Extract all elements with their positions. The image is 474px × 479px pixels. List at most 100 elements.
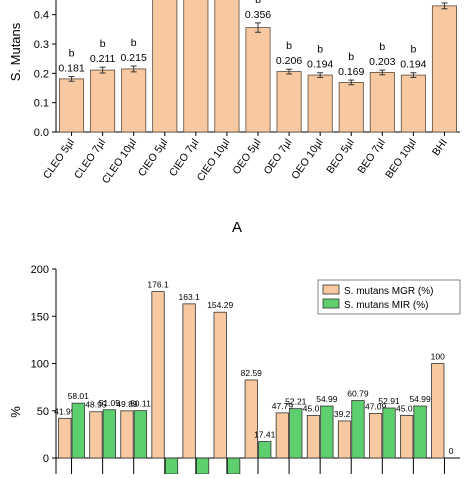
- bar: [400, 74, 426, 133]
- significance-letter: b: [379, 41, 385, 53]
- x-tick-label: CIEO 5µl: [136, 137, 170, 179]
- bar: [213, 311, 227, 459]
- bar: [227, 457, 241, 475]
- bar: [431, 363, 445, 459]
- data-label: 54.99: [316, 394, 338, 404]
- data-label: 58.01: [68, 391, 90, 401]
- bar: [121, 68, 147, 133]
- bar: [413, 405, 427, 459]
- bar: [431, 5, 457, 133]
- bar: [195, 457, 210, 475]
- significance-letter: b: [410, 44, 416, 56]
- y-tick-label: 0.2: [34, 68, 49, 80]
- bar: [258, 441, 272, 459]
- significance-letter: b: [100, 38, 106, 50]
- bar: [59, 78, 85, 133]
- data-label: 0.203: [369, 56, 395, 68]
- bar: [133, 410, 148, 459]
- x-tick-label: CIEO 7µl: [167, 137, 201, 179]
- bar: [338, 82, 364, 133]
- data-label: 0.356: [245, 9, 271, 21]
- significance-letter: b: [317, 44, 323, 56]
- data-label: 52.21: [285, 397, 307, 407]
- bar: [368, 413, 383, 459]
- bar: [369, 72, 395, 133]
- data-label: 100: [431, 352, 445, 362]
- bar: [152, 0, 178, 133]
- bar: [89, 411, 103, 459]
- y-tick-label: 50: [37, 406, 49, 418]
- x-tick-label: BEO 7µl: [355, 137, 387, 176]
- data-label: 0.169: [338, 66, 364, 78]
- significance-letter: b: [131, 37, 137, 49]
- y-tick-label: 0.1: [34, 98, 49, 110]
- bar: [183, 0, 209, 133]
- significance-letter: b: [69, 48, 75, 60]
- data-label: 154.29: [207, 300, 233, 310]
- data-label: 163.1: [178, 292, 200, 302]
- x-tick-label: BEO 10µl: [383, 137, 419, 181]
- bar: [276, 71, 302, 133]
- panel-letter: A: [232, 219, 242, 236]
- bar: [245, 27, 271, 133]
- y-tick-label: 0.4: [34, 10, 49, 22]
- data-label: 0.194: [307, 59, 333, 71]
- bar: [289, 408, 303, 459]
- y-tick-label: 0.0: [34, 127, 49, 139]
- data-label: 0.206: [276, 55, 302, 67]
- data-label: 52.91: [378, 396, 400, 406]
- bar: [71, 402, 85, 459]
- data-label: 39.21: [334, 409, 356, 419]
- data-label: 82.59: [241, 368, 263, 378]
- y-axis-label: S. Mutans: [8, 22, 23, 81]
- legend-label: S. mutans MGR (%): [344, 286, 433, 297]
- data-label: 47.09: [365, 401, 387, 411]
- data-label: 51.05: [99, 398, 121, 408]
- data-label: 41.99: [54, 406, 76, 416]
- data-label: 0.181: [58, 63, 84, 75]
- bar: [58, 417, 72, 459]
- y-axis-label: %: [8, 406, 23, 418]
- bar: [120, 410, 134, 459]
- bar: [102, 409, 116, 459]
- bar: [90, 69, 116, 133]
- bar: [275, 412, 289, 459]
- bar: [351, 400, 365, 459]
- significance-letter: b: [255, 0, 261, 6]
- data-label: 48.95: [85, 400, 107, 410]
- legend-label: S. mutans MIR (%): [344, 300, 428, 311]
- bar: [182, 303, 196, 459]
- y-tick-label: 0.3: [34, 39, 49, 51]
- x-tick-label: OEO 7µl: [261, 137, 294, 177]
- bar: [320, 405, 334, 459]
- data-label: 0.211: [90, 53, 116, 65]
- significance-letter: b: [348, 51, 354, 63]
- data-label: 60.79: [347, 389, 369, 399]
- data-label: 0.194: [400, 59, 426, 71]
- bar: [382, 407, 396, 459]
- data-label: 176.1: [147, 280, 169, 290]
- bar: [400, 415, 414, 459]
- bar: [151, 291, 165, 459]
- x-tick-label: OEO 10µl: [289, 137, 325, 182]
- bar: [244, 379, 258, 459]
- data-label: 47.79: [272, 401, 294, 411]
- data-label: 0.215: [121, 52, 147, 64]
- y-tick-label: 200: [31, 264, 49, 276]
- legend-swatch: [322, 298, 340, 309]
- data-label: 17.41: [254, 430, 276, 440]
- chart-panel-b: 0 50 100 150 200% 41.99 58.0148.9551.0549.8950…: [8, 264, 461, 475]
- significance-letter: b: [286, 40, 292, 52]
- legend-box: [317, 279, 461, 315]
- data-label: 54.99: [409, 394, 431, 404]
- x-tick-label: OEO 5µl: [230, 137, 263, 177]
- data-label: 45.01: [303, 403, 325, 413]
- bar: [307, 74, 333, 133]
- x-tick-label: BEO 5µl: [324, 137, 356, 176]
- bar: [164, 457, 179, 475]
- bar: [306, 415, 321, 459]
- bar: [214, 0, 240, 133]
